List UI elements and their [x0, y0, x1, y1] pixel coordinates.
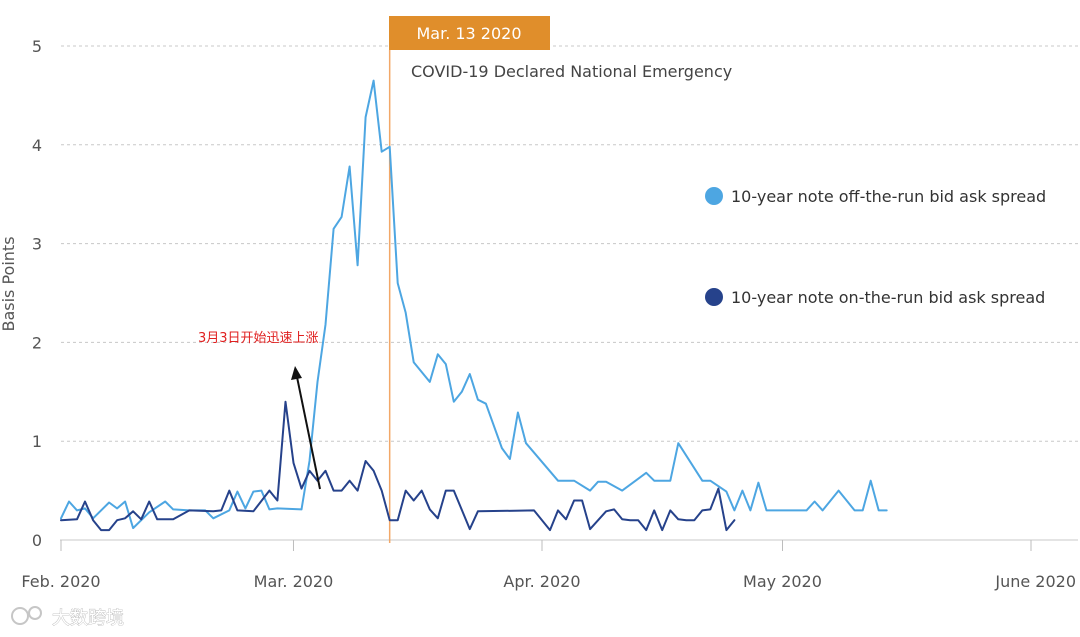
- legend-label-off-the-run: 10-year note off-the-run bid ask spread: [731, 187, 1046, 206]
- y-tick-label: 1: [32, 432, 42, 451]
- y-tick-label: 0: [32, 531, 42, 550]
- annotation-arrowhead: [291, 366, 302, 380]
- y-axis: 0 1 2 3 4 5: [32, 37, 42, 550]
- legend-label-on-the-run: 10-year note on-the-run bid ask spread: [731, 288, 1045, 307]
- y-axis-label: Basis Points: [0, 236, 18, 331]
- x-tick-label: Feb. 2020: [21, 572, 100, 591]
- event-date-label: Mar. 13 2020: [416, 24, 521, 43]
- series-line-on-the-run: [60, 400, 736, 532]
- series-lines: [60, 79, 888, 532]
- x-axis: Feb. 2020 Mar. 2020 Apr. 2020 May 2020 June …: [21, 539, 1078, 591]
- watermark-logo-icon-inner: [28, 606, 42, 620]
- event-description: COVID-19 Declared National Emergency: [411, 62, 732, 81]
- legend: 10-year note off-the-run bid ask spread …: [705, 187, 1046, 307]
- y-tick-label: 3: [32, 235, 42, 254]
- grid-lines: [61, 45, 1078, 442]
- x-tick-label: May 2020: [743, 572, 822, 591]
- legend-swatch-off-the-run: [705, 187, 723, 205]
- event-date-box: [389, 16, 550, 50]
- y-tick-label: 4: [32, 136, 42, 155]
- legend-swatch-on-the-run: [705, 288, 723, 306]
- y-tick-label: 5: [32, 37, 42, 56]
- watermark: 大数跨境: [11, 606, 124, 629]
- annotation-arrow: [296, 376, 321, 490]
- annotation: 3月3日开始迅速上涨: [198, 331, 321, 490]
- event-marker: Mar. 13 2020 COVID-19 Declared National …: [388, 16, 732, 543]
- x-tick-label: Apr. 2020: [503, 572, 580, 591]
- x-tick-label: Mar. 2020: [254, 572, 334, 591]
- watermark-text: 大数跨境: [52, 608, 124, 629]
- y-tick-label: 2: [32, 333, 42, 352]
- annotation-text: 3月3日开始迅速上涨: [198, 331, 319, 346]
- x-tick-label: June 2020: [994, 572, 1076, 591]
- watermark-logo-icon: [11, 607, 29, 625]
